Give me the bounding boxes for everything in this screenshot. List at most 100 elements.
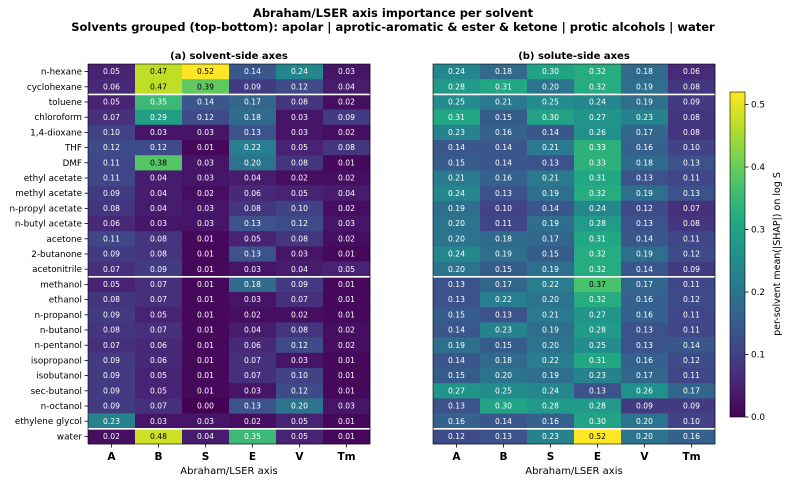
- cell-value-label: 0.19: [542, 326, 559, 335]
- heatmap-cell: [323, 413, 371, 430]
- cell-value-label: 0.25: [542, 98, 559, 107]
- heatmap-cell: [480, 352, 528, 369]
- y-tick-label: chloroform: [34, 113, 82, 123]
- y-tick-label: ethylene glycol: [15, 417, 82, 427]
- cell-value-label: 0.12: [291, 82, 308, 91]
- heatmap-cell: [229, 64, 277, 80]
- cell-value-label: 0.32: [589, 67, 606, 76]
- cell-value-label: 0.12: [291, 219, 308, 228]
- heatmap-cell: [182, 94, 230, 110]
- cell-value-label: 0.38: [150, 158, 167, 167]
- heatmap-cell: [135, 276, 183, 293]
- cell-value-label: 0.16: [636, 295, 653, 304]
- cell-value-label: 0.27: [448, 386, 465, 395]
- heatmap-cell: [480, 337, 528, 354]
- heatmap-cell: [323, 292, 371, 308]
- cell-value-label: 0.02: [103, 432, 120, 441]
- cell-value-label: 0.18: [636, 158, 653, 167]
- heatmap-cell: [574, 246, 622, 262]
- heatmap-cell: [668, 216, 716, 232]
- heatmap-cell: [135, 109, 183, 126]
- heatmap-cell: [480, 276, 528, 293]
- heatmap-cell: [182, 170, 230, 186]
- cell-value-label: 0.19: [636, 98, 653, 107]
- cell-value-label: 0.10: [683, 417, 700, 426]
- heatmap-cell: [527, 352, 575, 369]
- heatmap-cell: [135, 413, 183, 430]
- heatmap-cell: [323, 398, 371, 414]
- heatmap-cell: [480, 79, 528, 95]
- heatmap-cell: [480, 155, 528, 171]
- heatmap-cell: [88, 337, 136, 354]
- heatmap-cell: [229, 94, 277, 110]
- cell-value-label: 0.15: [448, 310, 465, 319]
- cell-value-label: 0.13: [244, 128, 261, 137]
- heatmap-cell: [323, 337, 371, 354]
- cell-value-label: 0.13: [244, 250, 261, 259]
- cell-value-label: 0.10: [291, 204, 308, 213]
- cell-value-label: 0.09: [103, 310, 120, 319]
- cell-value-label: 0.13: [542, 158, 559, 167]
- cell-value-label: 0.05: [291, 417, 308, 426]
- heatmap-cell: [276, 109, 324, 126]
- heatmap-cell: [621, 398, 669, 414]
- cell-value-label: 0.09: [683, 265, 700, 274]
- cell-value-label: 0.18: [244, 113, 261, 122]
- cell-value-label: 0.35: [244, 432, 261, 441]
- heatmap-cell: [276, 322, 324, 338]
- heatmap-cell: [182, 337, 230, 354]
- cell-value-label: 0.15: [495, 265, 512, 274]
- cell-value-label: 0.14: [636, 265, 653, 274]
- heatmap-cell: [668, 64, 716, 80]
- cell-value-label: 0.02: [338, 341, 355, 350]
- cell-value-label: 0.08: [291, 234, 308, 243]
- cell-value-label: 0.07: [150, 402, 167, 411]
- cell-value-label: 0.02: [291, 174, 308, 183]
- cell-value-label: 0.52: [589, 432, 606, 441]
- heatmap-cell: [621, 155, 669, 171]
- cell-value-label: 0.09: [103, 371, 120, 380]
- panel-solute-side: (b) solute-side axes 0.24 0.18 0.30 0.32 0.1…: [432, 51, 716, 477]
- heatmap-cell: [323, 200, 371, 217]
- cell-value-label: 0.11: [683, 371, 700, 380]
- heatmap-cell: [323, 79, 371, 95]
- heatmap-cell: [276, 231, 324, 247]
- heatmap-cell: [135, 428, 183, 445]
- heatmap-cell: [574, 185, 622, 202]
- panel-title: (a) solvent-side axes: [170, 51, 288, 62]
- heatmap-cell: [621, 64, 669, 80]
- heatmap-cell: [88, 231, 136, 247]
- cell-value-label: 0.02: [244, 310, 261, 319]
- heatmap-cell: [621, 216, 669, 232]
- cell-value-label: 0.14: [495, 143, 512, 152]
- heatmap-cell: [276, 155, 324, 171]
- heatmap-cell: [433, 307, 481, 323]
- heatmap-cell: [433, 292, 481, 308]
- heatmap-cell: [480, 413, 528, 430]
- heatmap-cell: [527, 109, 575, 126]
- heatmap-cell: [182, 276, 230, 293]
- cell-value-label: 0.23: [589, 371, 606, 380]
- cell-value-label: 0.18: [495, 67, 512, 76]
- heatmap-cell: [574, 124, 622, 141]
- cell-value-label: 0.05: [150, 310, 167, 319]
- cell-value-label: 0.14: [542, 204, 559, 213]
- heatmap-cell: [668, 307, 716, 323]
- y-tick-label: ethanol: [49, 296, 82, 306]
- cell-value-label: 0.19: [542, 219, 559, 228]
- heatmap-cell: [182, 352, 230, 369]
- heatmap-cell: [574, 368, 622, 384]
- heatmap-cell: [135, 185, 183, 202]
- cell-value-label: 0.03: [244, 265, 261, 274]
- cell-value-label: 0.11: [683, 310, 700, 319]
- heatmap-cell: [88, 216, 136, 232]
- cell-value-label: 0.01: [338, 250, 355, 259]
- cell-value-label: 0.32: [589, 295, 606, 304]
- cell-value-label: 0.13: [589, 386, 606, 395]
- cell-value-label: 0.11: [103, 234, 120, 243]
- cell-value-label: 0.30: [542, 113, 559, 122]
- heatmap-cell: [433, 368, 481, 384]
- cell-value-label: 0.14: [448, 326, 465, 335]
- heatmap-cell: [229, 124, 277, 141]
- heatmap-cell: [621, 170, 669, 186]
